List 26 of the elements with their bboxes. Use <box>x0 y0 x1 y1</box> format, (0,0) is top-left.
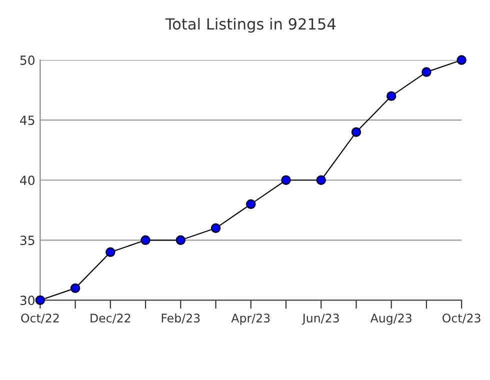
x-tick-label: Oct/23 <box>442 314 480 324</box>
x-tick-label: Jun/23 <box>302 314 339 325</box>
point <box>176 235 186 246</box>
x-tick-label: Dec/22 <box>90 314 130 324</box>
point <box>140 235 150 246</box>
y-tick-label: 45 <box>20 116 34 126</box>
y-tick-label: 40 <box>20 176 34 186</box>
point <box>351 127 362 137</box>
point <box>281 175 291 185</box>
point <box>386 91 396 101</box>
point <box>456 55 466 65</box>
point <box>316 175 326 185</box>
point <box>106 247 116 258</box>
point <box>246 199 256 209</box>
chart-title: Total Listings in 92154 <box>165 18 336 33</box>
point <box>210 223 221 234</box>
y-tick-label: 35 <box>20 236 34 246</box>
x-tick-label: Aug/23 <box>370 314 412 325</box>
point <box>70 283 80 294</box>
x-tick-label: Oct/22 <box>21 314 59 324</box>
point <box>422 67 432 77</box>
y-tick-label: 30 <box>20 296 34 306</box>
point <box>35 295 46 306</box>
x-tick-label: Feb/23 <box>162 313 200 324</box>
y-tick-label: 50 <box>20 56 34 65</box>
x-tick-label: Apr/23 <box>231 314 270 325</box>
